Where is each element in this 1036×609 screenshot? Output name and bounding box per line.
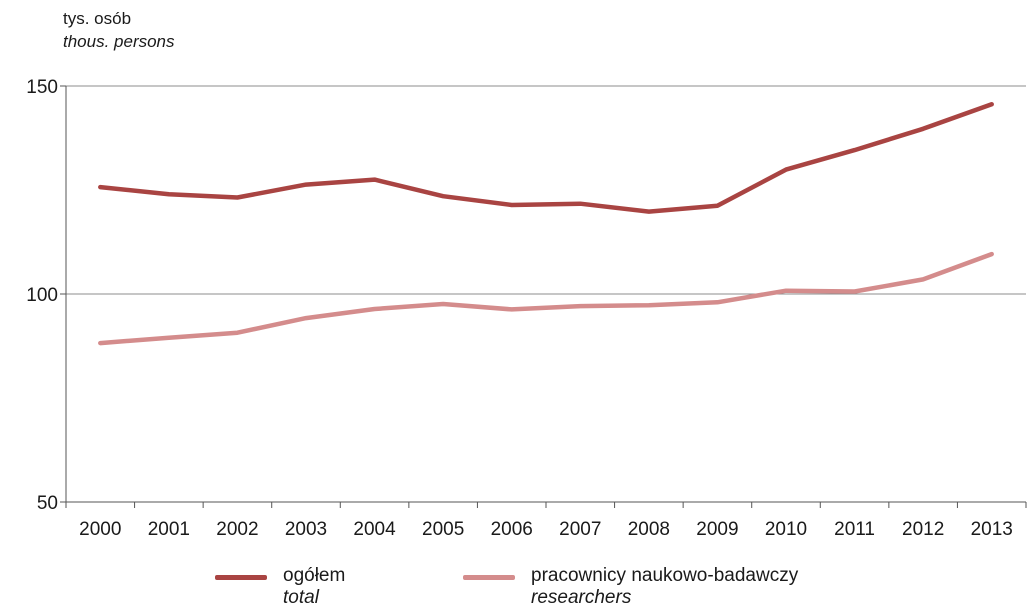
x-tick-label-2001: 2001 <box>148 519 190 540</box>
series-line-researchers <box>98 251 994 346</box>
series-line-total <box>98 102 994 214</box>
x-tick-label-2004: 2004 <box>353 519 396 540</box>
x-tick-label-2010: 2010 <box>765 519 807 540</box>
x-tick-label-2011: 2011 <box>834 519 875 540</box>
y-unit-label: tys. osób <box>63 9 132 28</box>
x-tick-label-2003: 2003 <box>285 519 327 540</box>
x-tick-label-2013: 2013 <box>971 519 1013 540</box>
x-tick-label-2006: 2006 <box>491 519 533 540</box>
x-tick-label-2009: 2009 <box>696 519 738 540</box>
y-tick-label-100: 100 <box>26 285 58 306</box>
x-tick-label-2008: 2008 <box>628 519 670 540</box>
y-tick-label-150: 150 <box>26 77 58 98</box>
x-tick-label-2012: 2012 <box>902 519 944 540</box>
x-tick-label-2005: 2005 <box>422 519 464 540</box>
legend-label-researchers-pl: pracownicy naukowo-badawczy <box>531 565 799 586</box>
x-tick-label-2000: 2000 <box>79 519 121 540</box>
y-tick-label-50: 50 <box>37 493 58 514</box>
legend-label-total-en: total <box>283 587 319 608</box>
legend-label-total-pl: ogółem <box>283 565 346 586</box>
y-unit-label-en: thous. persons <box>63 32 175 51</box>
x-tick-label-2002: 2002 <box>216 519 258 540</box>
legend-swatch-researchers <box>463 575 515 580</box>
legend-swatch-total <box>215 575 267 580</box>
legend-label-researchers-en: researchers <box>531 587 632 608</box>
x-tick-label-2007: 2007 <box>559 519 601 540</box>
